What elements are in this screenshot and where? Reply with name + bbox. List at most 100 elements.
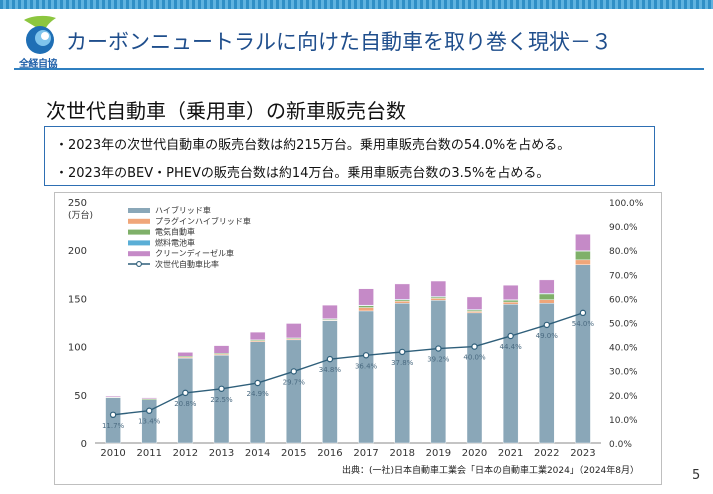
organization-logo (24, 15, 56, 54)
bar-segment-diesel (466, 296, 483, 310)
bar-segment-diesel (141, 397, 157, 399)
bar-segment-diesel (322, 304, 338, 319)
ratio-point (543, 321, 550, 329)
y-tick-label: 0 (81, 439, 87, 450)
legend-label: プラグインハイブリッド車 (155, 216, 251, 226)
ratio-point (109, 411, 117, 419)
title-divider (14, 68, 704, 70)
ratio-point (254, 379, 261, 387)
legend-label: 燃料電池車 (155, 237, 195, 247)
ratio-point (435, 345, 442, 352)
y2-tick-label: 70.0% (609, 271, 638, 281)
bar-segment-diesel (177, 352, 194, 357)
legend-label: 次世代自動車比率 (155, 259, 219, 269)
bar-segment-diesel (539, 279, 555, 294)
ratio-point (579, 309, 587, 317)
summary-bullet: ・2023年のBEV・PHEVの販売台数は約14万台。乗用車販売台数の3.5%を… (55, 166, 550, 181)
legend-swatch-fcv (128, 240, 150, 246)
y2-tick-label: 80.0% (609, 247, 638, 257)
bar-segment-hybrid (286, 339, 302, 444)
y2-tick-label: 100.0% (609, 199, 644, 209)
x-tick-label: 2014 (245, 448, 270, 459)
ratio-data-label: 22.5% (210, 396, 233, 404)
ratio-data-label: 11.7% (102, 422, 125, 430)
bar-segment-diesel (502, 284, 519, 300)
x-tick-label: 2012 (173, 448, 198, 459)
legend-label: 電気自動車 (155, 227, 195, 237)
ratio-data-label: 20.8% (174, 400, 197, 408)
y2-tick-label: 0.0% (609, 440, 632, 450)
y2-tick-label: 20.0% (609, 392, 638, 402)
ratio-point (399, 348, 406, 356)
bar-segment-hybrid (502, 303, 519, 444)
bar-segment-phev (430, 298, 447, 301)
bar-segment-diesel (213, 345, 230, 354)
bar-segment-hybrid (394, 303, 410, 444)
bar-segment-diesel (358, 288, 374, 306)
bar-segment-phev (575, 259, 591, 265)
ratio-point (507, 332, 514, 340)
ratio-data-label: 34.8% (319, 366, 342, 374)
x-tick-label: 2013 (209, 448, 234, 459)
ratio-point (471, 343, 478, 350)
bar-segment-phev (358, 307, 374, 312)
x-tick-label: 2020 (462, 448, 487, 459)
bar-segment-hybrid (105, 397, 121, 444)
summary-callout: ・2023年の次世代自動車の販売台数は約215万台。乗用車販売台数の54.0%を… (44, 126, 655, 186)
chart-source-note: 出典：(一社)日本自動車工業会「日本の自動車工業2024」（2024年8月） (342, 464, 639, 476)
y-tick-label: 100 (68, 343, 87, 354)
ratio-data-label: 54.0% (572, 320, 595, 328)
legend-label: ハイブリッド車 (155, 205, 211, 215)
legend-swatch-phev (128, 218, 150, 224)
x-tick-label: 2018 (389, 448, 414, 459)
bar-segment-phev (466, 311, 483, 314)
top-stripe (0, 0, 713, 9)
x-tick-label: 2017 (353, 448, 378, 459)
bar-segment-hybrid (466, 312, 483, 444)
ratio-data-label: 37.8% (391, 359, 414, 367)
bar-segment-hybrid (430, 300, 447, 444)
bar-segment-phev (539, 299, 555, 304)
y2-tick-label: 10.0% (609, 416, 638, 426)
ratio-data-label: 40.0% (463, 354, 486, 362)
ratio-data-label: 39.2% (427, 356, 450, 364)
bar-segment-phev (502, 301, 519, 305)
x-tick-label: 2022 (534, 448, 559, 459)
ratio-point (218, 385, 225, 392)
bar-segment-diesel (575, 234, 591, 251)
legend-swatch-diesel (128, 251, 150, 257)
legend-swatch-ratio-marker (136, 261, 142, 267)
y-tick-label: 200 (68, 246, 87, 257)
y-tick-label: 250 (68, 198, 87, 209)
x-tick-label: 2011 (136, 448, 161, 459)
legend-label: クリーンディーゼル車 (155, 248, 234, 258)
legend-swatch-bev (128, 229, 150, 235)
y2-tick-label: 40.0% (609, 344, 638, 354)
x-tick-label: 2019 (426, 448, 451, 459)
y-tick-label: 50 (74, 391, 87, 402)
y-tick-label: 150 (68, 294, 87, 305)
bar-segment-hybrid (575, 264, 591, 444)
bar-segment-hybrid (322, 320, 338, 444)
y2-tick-label: 60.0% (609, 295, 638, 305)
stacked-bar-chart: 0 50 100 150 200 250(万台) 0.0% 10.0% 20.0% 30.0% 40… (68, 198, 644, 476)
legend-swatch-hybrid (128, 208, 150, 213)
x-tick-label: 2015 (281, 448, 306, 459)
summary-bullet: ・2023年の次世代自動車の販売台数は約215万台。乗用車販売台数の54.0%を… (55, 138, 571, 153)
ratio-point (362, 352, 370, 359)
ratio-data-label: 13.4% (138, 418, 161, 426)
ratio-point (326, 355, 334, 363)
x-tick-label: 2021 (498, 448, 523, 459)
page-number: 5 (692, 468, 701, 483)
y2-tick-label: 30.0% (609, 368, 638, 378)
bar-segment-bev (575, 250, 591, 261)
bar-segment-bev (539, 293, 555, 300)
bar-segment-hybrid (358, 310, 374, 444)
ratio-data-label: 49.0% (536, 332, 559, 340)
ratio-point (290, 368, 297, 375)
ratio-data-label: 24.9% (247, 390, 270, 398)
logo-text: 全経自協 (19, 59, 58, 70)
ratio-data-label: 44.4% (500, 343, 523, 351)
x-tick-label: 2010 (100, 448, 125, 459)
bar-segment-diesel (249, 331, 266, 341)
